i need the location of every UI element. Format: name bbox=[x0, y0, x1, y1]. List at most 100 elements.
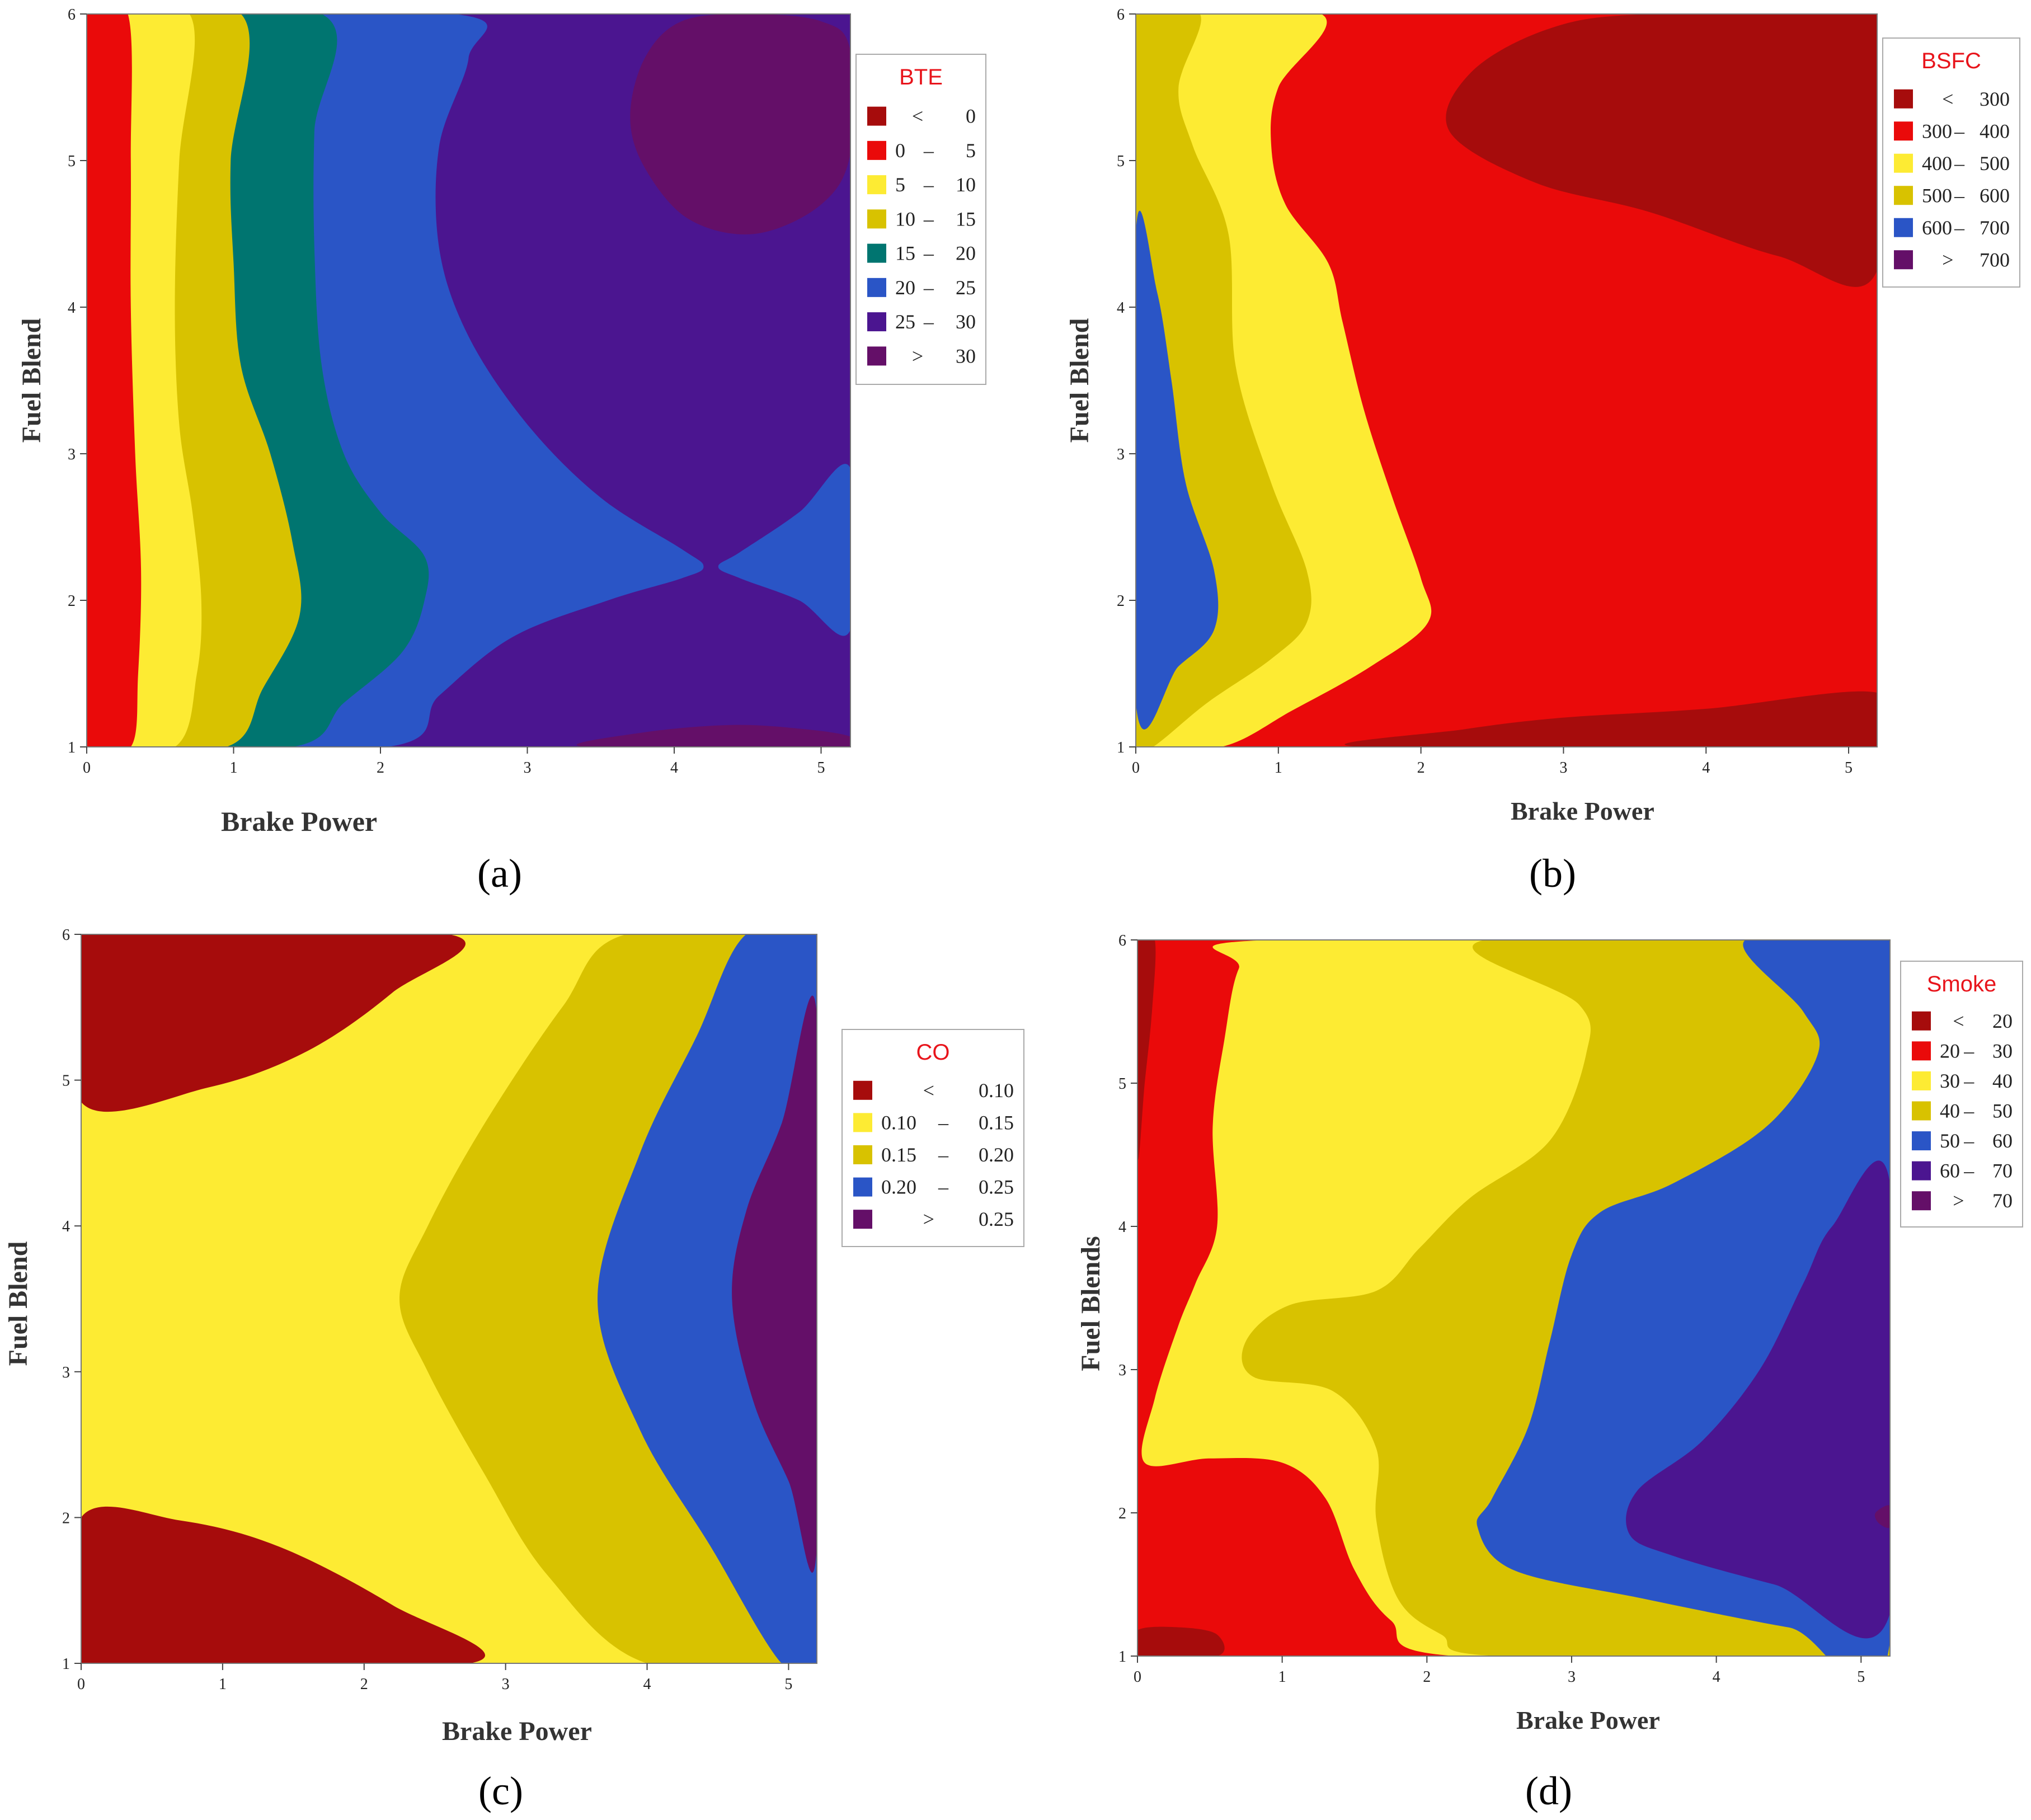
legend-swatch bbox=[867, 140, 886, 160]
legend-high: 500 bbox=[1980, 152, 2010, 175]
y-tick-label: 6 bbox=[1118, 932, 1126, 949]
contour-region-a-6 bbox=[630, 14, 850, 234]
legend-swatch bbox=[1894, 89, 1913, 109]
legend-swatch bbox=[1912, 1161, 1931, 1181]
y-tick-label: 6 bbox=[1117, 6, 1125, 23]
legend-dash: – bbox=[923, 276, 934, 299]
plot-frame-b bbox=[1135, 13, 1878, 747]
legend-swatch bbox=[853, 1210, 872, 1229]
contour-region-a-1 bbox=[718, 464, 850, 636]
legend-high: 30 bbox=[1992, 1040, 2013, 1062]
y-tick-label: 3 bbox=[62, 1364, 70, 1381]
legend-high: 10 bbox=[956, 173, 976, 196]
y-tick-label: 2 bbox=[68, 592, 76, 610]
x-axis-label: Brake Power bbox=[221, 806, 377, 837]
legend-op: > bbox=[1942, 248, 1953, 271]
contour-region-b-4 bbox=[1344, 691, 1877, 747]
legend-swatch bbox=[1894, 153, 1913, 173]
panel-caption: (a) bbox=[477, 851, 522, 896]
legend-swatch bbox=[1894, 186, 1913, 205]
legend-high: 5 bbox=[966, 139, 976, 162]
legend-low: 20 bbox=[1940, 1040, 1960, 1062]
legend-title: BTE bbox=[899, 65, 943, 90]
legend-dash: – bbox=[1954, 120, 1965, 142]
y-tick-label: 1 bbox=[68, 739, 76, 756]
x-tick-label: 5 bbox=[1857, 1668, 1865, 1686]
legend-swatch bbox=[853, 1113, 872, 1132]
legend-low: 50 bbox=[1940, 1130, 1960, 1152]
y-tick-label: 6 bbox=[68, 6, 76, 23]
legend-low: 60 bbox=[1940, 1160, 1960, 1182]
y-tick-label: 4 bbox=[68, 299, 76, 317]
legend-swatch bbox=[1912, 1191, 1931, 1211]
contour-region-d-6 bbox=[1874, 1505, 1890, 1529]
legend-dash: – bbox=[938, 1144, 949, 1166]
panel-caption: (d) bbox=[1525, 1769, 1572, 1813]
legend-op: > bbox=[923, 1208, 934, 1230]
y-tick-label: 5 bbox=[62, 1073, 70, 1090]
legend-dash: – bbox=[923, 208, 934, 230]
legend-high: 60 bbox=[1992, 1130, 2013, 1152]
y-tick-label: 2 bbox=[1118, 1505, 1126, 1522]
legend-swatch bbox=[1912, 1041, 1931, 1061]
legend-swatch bbox=[853, 1177, 872, 1197]
x-tick-label: 4 bbox=[1702, 759, 1710, 777]
legend-swatch bbox=[1912, 1131, 1931, 1151]
legend-low: 10 bbox=[895, 208, 915, 230]
legend-swatch bbox=[1894, 218, 1913, 237]
y-axis-label: Fuel Blends bbox=[1076, 1236, 1106, 1371]
y-tick-label: 2 bbox=[1117, 592, 1125, 610]
legend-high: 70 bbox=[1992, 1160, 2013, 1182]
x-tick-label: 3 bbox=[524, 759, 532, 777]
legend-low: 400 bbox=[1922, 152, 1952, 175]
legend-dash: – bbox=[923, 173, 934, 196]
legend-high: 50 bbox=[1992, 1100, 2013, 1122]
legend-value: 0.25 bbox=[979, 1208, 1014, 1230]
x-axis-label: Brake Power bbox=[442, 1716, 592, 1746]
legend-low: 40 bbox=[1940, 1100, 1960, 1122]
plot-frame-a bbox=[86, 13, 851, 747]
legend-dash: – bbox=[938, 1111, 949, 1134]
legend-op: < bbox=[912, 105, 923, 128]
legend-dash: – bbox=[1963, 1130, 1974, 1152]
contour-region-c-2 bbox=[732, 995, 817, 1573]
plot-frame-c bbox=[81, 934, 817, 1664]
legend-low: 500 bbox=[1922, 184, 1952, 206]
x-tick-label: 3 bbox=[502, 1676, 510, 1693]
y-tick-label: 5 bbox=[1117, 153, 1125, 170]
legend-dash: – bbox=[1963, 1070, 1974, 1092]
legend-dash: – bbox=[923, 139, 934, 162]
legend-low: 0.20 bbox=[881, 1176, 916, 1198]
legend-dash: – bbox=[1963, 1100, 1974, 1122]
legend-c: CO< 0.100.10–0.150.15–0.200.20–0.25> 0.25 bbox=[841, 1029, 1024, 1247]
legend-high: 30 bbox=[956, 311, 976, 333]
contour-region-b-3 bbox=[1446, 14, 1877, 287]
legend-low: 0 bbox=[895, 139, 905, 162]
legend-swatch bbox=[1912, 1101, 1931, 1121]
x-tick-label: 5 bbox=[784, 1676, 792, 1693]
legend-swatch bbox=[1894, 121, 1913, 141]
legend-low: 30 bbox=[1940, 1070, 1960, 1092]
legend-high: 0.25 bbox=[979, 1176, 1014, 1198]
x-tick-label: 3 bbox=[1568, 1668, 1576, 1686]
x-tick-label: 0 bbox=[83, 759, 91, 777]
legend-op: > bbox=[1953, 1189, 1964, 1212]
contour-region-b-2 bbox=[1136, 210, 1219, 730]
legend-value: 0 bbox=[966, 105, 976, 128]
x-tick-label: 4 bbox=[1713, 1668, 1720, 1686]
plot-frame-d bbox=[1137, 939, 1891, 1657]
legend-op: < bbox=[923, 1079, 934, 1102]
legend-high: 0.20 bbox=[979, 1144, 1014, 1166]
legend-dash: – bbox=[923, 242, 934, 265]
x-tick-label: 0 bbox=[1132, 759, 1140, 777]
legend-high: 600 bbox=[1980, 184, 2010, 206]
legend-high: 25 bbox=[956, 276, 976, 299]
y-tick-label: 4 bbox=[1117, 299, 1125, 317]
y-tick-label: 3 bbox=[68, 446, 76, 463]
legend-high: 700 bbox=[1980, 217, 2010, 239]
